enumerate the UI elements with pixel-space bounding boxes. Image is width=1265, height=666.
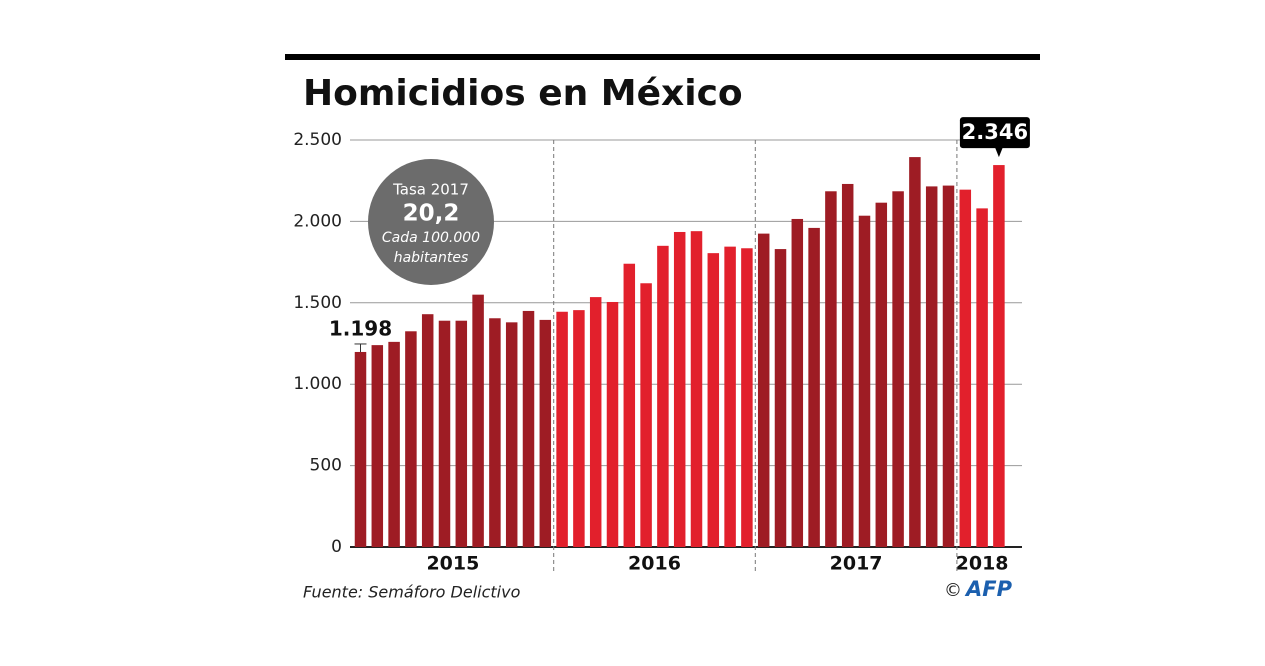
annotation-circle [368, 159, 494, 285]
bar [858, 215, 871, 547]
value-label: 1.198 [329, 316, 392, 340]
x-group-label: 2018 [956, 553, 1009, 575]
bar [455, 320, 468, 547]
bar [421, 314, 434, 547]
annotation-title: Tasa 2017 [392, 181, 469, 199]
bar [606, 301, 619, 547]
bar [589, 297, 602, 547]
bar [438, 320, 451, 547]
y-tick-label: 1.000 [293, 374, 342, 394]
bar [892, 191, 904, 548]
y-tick-label: 2.500 [293, 130, 342, 150]
bar [724, 246, 736, 547]
bar [472, 294, 484, 547]
callout-pointer [994, 147, 1003, 158]
annotation-value: 20,2 [403, 201, 460, 227]
x-group-label: 2015 [426, 553, 479, 575]
bar [976, 208, 988, 547]
bar [791, 218, 804, 547]
bar [623, 263, 636, 547]
bar [875, 202, 888, 548]
x-group-label: 2016 [628, 553, 681, 575]
top-rule [285, 54, 1040, 60]
bar [405, 331, 417, 547]
bar [707, 253, 720, 547]
bar [556, 311, 568, 547]
bar [808, 227, 820, 548]
callout-box [959, 117, 1030, 149]
bar [909, 157, 921, 547]
bar [505, 322, 518, 547]
bar [388, 341, 400, 547]
bar [942, 185, 955, 548]
bar [371, 345, 384, 547]
chart-title: Homicidios en México [303, 73, 743, 114]
bar [640, 283, 652, 547]
y-tick-label: 0 [331, 537, 342, 557]
bar [489, 318, 501, 547]
value-label: 2.346 [962, 120, 1028, 144]
bar [573, 310, 585, 547]
bar [841, 183, 854, 547]
bar [825, 191, 837, 548]
credit: © [944, 580, 962, 601]
bar [959, 189, 972, 548]
logo: AFP [964, 577, 1013, 601]
bar [925, 186, 938, 547]
bar [673, 231, 686, 547]
x-group-label: 2017 [830, 553, 883, 575]
y-tick-label: 2.000 [293, 211, 342, 231]
bar [690, 231, 703, 547]
bar [539, 319, 552, 547]
bar [354, 351, 367, 547]
y-tick-label: 500 [310, 456, 342, 476]
annotation-note: habitantes [394, 250, 469, 266]
y-tick-label: 1.500 [293, 293, 342, 313]
bar [774, 249, 787, 548]
bar [657, 245, 669, 547]
bar [757, 233, 770, 548]
bar [741, 248, 753, 547]
annotation-note: Cada 100.000 [382, 230, 480, 246]
source: Fuente: Semáforo Delictivo [303, 583, 521, 602]
bar [993, 165, 1005, 547]
bar [522, 310, 535, 547]
